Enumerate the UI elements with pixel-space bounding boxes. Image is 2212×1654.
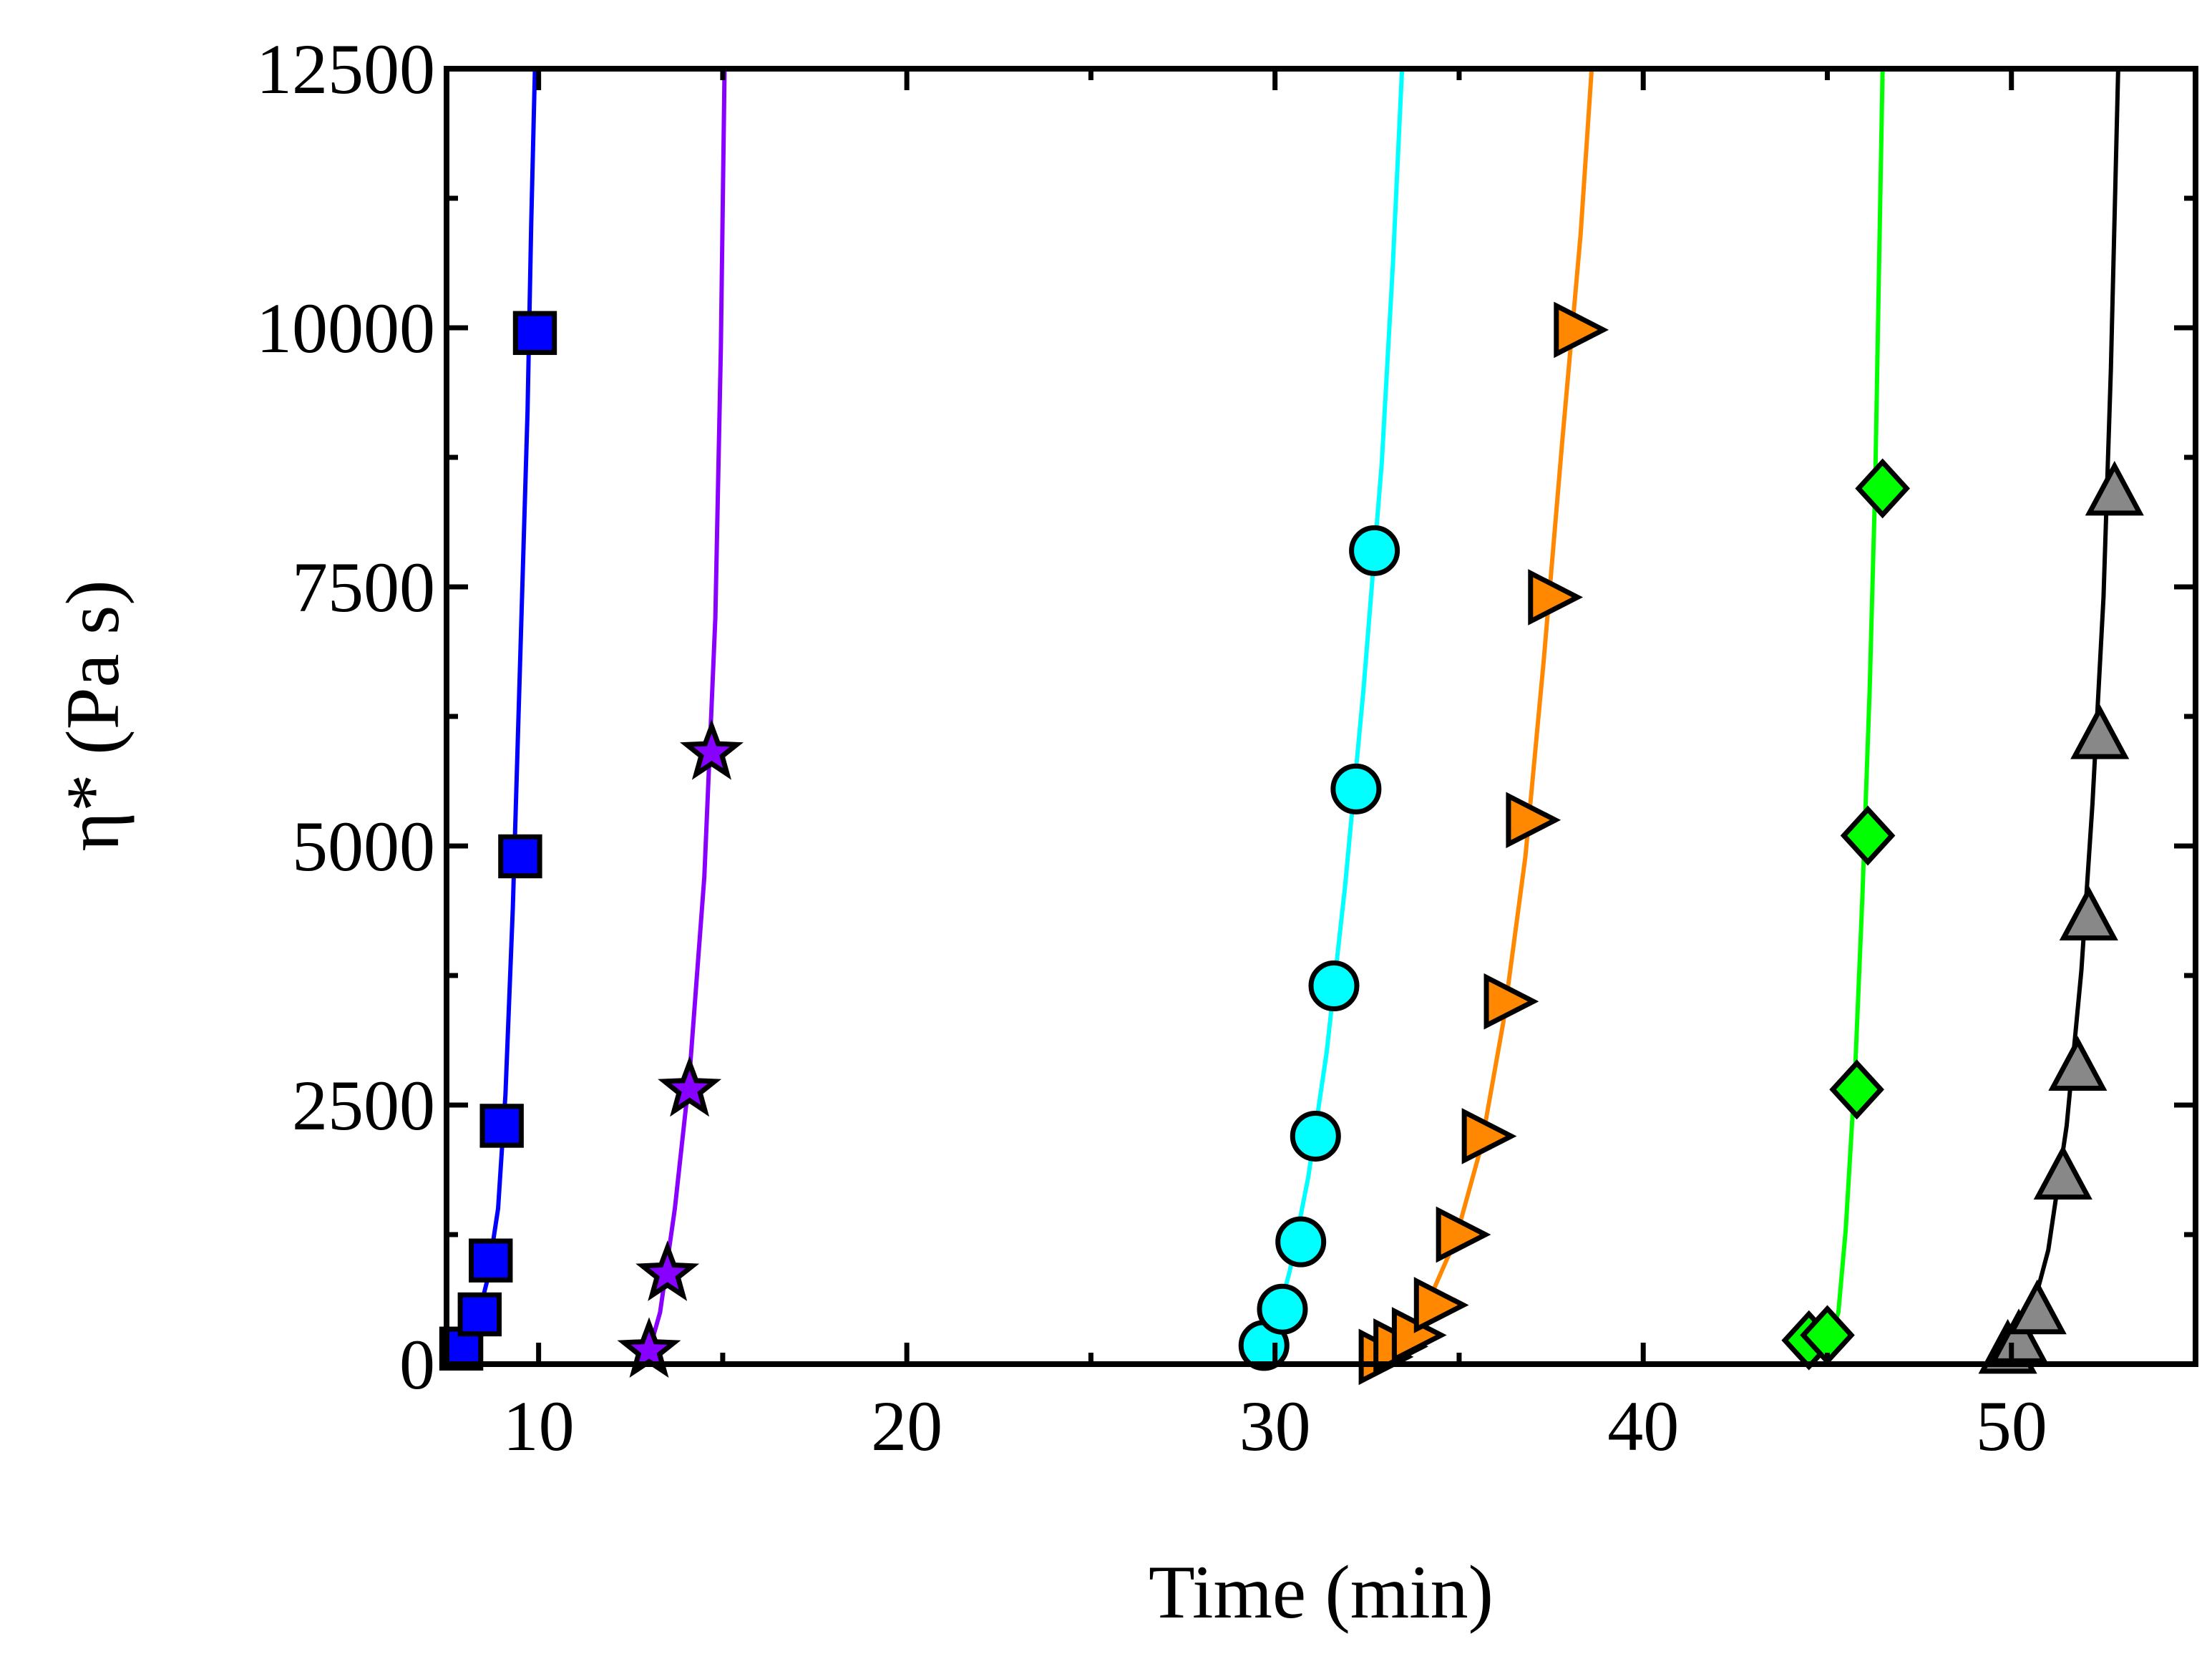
data-point-star [680,719,744,780]
data-markers [439,301,2144,1386]
y-tick-label: 0 [399,1325,435,1404]
data-point-triangle-right [1528,569,1584,626]
data-point-circle [1290,1110,1341,1162]
y-tick-label: 10000 [256,288,435,368]
data-point-triangle-right [1436,1206,1491,1263]
data-point-square [479,1104,524,1148]
x-tick-label: 40 [1607,1386,1679,1466]
axes: 10 20 30 40 50 0 2500 5000 7500 10000 12500 [256,29,2198,1466]
fit-curve-series-3 [1258,69,1405,1361]
y-axis-title: η* (Pa s) [51,580,135,851]
plot-frame [444,66,2198,1367]
data-point-square [498,834,542,879]
fit-curve-series-5 [1821,69,1885,1360]
data-point-triangle-right [1483,973,1539,1030]
data-point-circle [1330,763,1382,814]
data-point-triangle-up [1989,1308,2049,1363]
data-point-square [469,1238,513,1283]
data-point-triangle-right [1506,792,1561,849]
data-point-triangle-up [2007,1279,2067,1335]
x-tick-label: 30 [1239,1386,1311,1466]
data-point-diamond [1855,458,1910,519]
x-tick-label: 50 [1976,1386,2047,1466]
data-point-circle [1308,960,1360,1011]
data-point-circle [1349,525,1400,576]
data-point-triangle-up [2085,460,2144,516]
data-point-triangle-right [1461,1108,1517,1164]
y-tick-label: 7500 [292,548,435,627]
data-point-triangle-up [2048,1036,2108,1091]
y-tick-label: 2500 [292,1066,435,1145]
data-point-star [635,1240,700,1301]
data-point-triangle-right [1413,1277,1469,1333]
fit-curve-series-4 [1376,69,1594,1364]
y-tick-label: 12500 [256,29,435,109]
x-tick-label: 20 [871,1386,942,1466]
y-tick-label: 5000 [292,807,435,886]
fit-curve-series-1 [449,69,537,1360]
data-point-star [658,1056,722,1117]
x-axis-title: Time (min) [1149,1550,1494,1634]
data-point-circle [1275,1216,1327,1268]
data-point-triangle-up [2059,885,2118,941]
fit-curves [449,69,2120,1364]
data-point-square [457,1292,502,1337]
data-point-diamond [1840,805,1896,866]
fit-curve-series-2 [643,69,727,1364]
x-tick-label: 10 [503,1386,575,1466]
data-point-square [512,311,557,355]
data-point-diamond [1829,1059,1884,1120]
data-point-triangle-right [1554,301,1609,359]
data-point-triangle-up [2033,1144,2092,1200]
data-point-triangle-up [2070,704,2130,759]
data-point-circle [1257,1283,1308,1335]
